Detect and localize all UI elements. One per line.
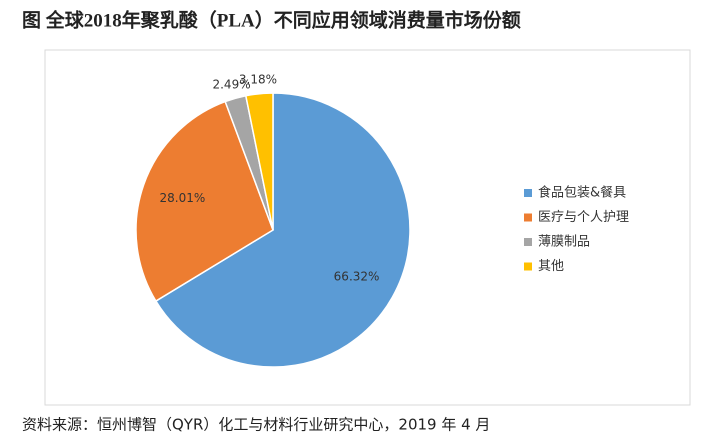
chart-frame: [44, 49, 691, 406]
data-label: 28.01%: [160, 191, 206, 205]
data-label: 3.18%: [239, 72, 277, 86]
legend-label: 薄膜制品: [538, 235, 590, 250]
legend-label: 其他: [538, 259, 564, 274]
legend-swatch: [524, 238, 532, 246]
legend-label: 医疗与个人护理: [538, 210, 629, 225]
legend-swatch: [524, 213, 532, 222]
source-note: 资料来源：恒州博智（QYR）化工与材料行业研究中心，2019 年 4 月: [22, 416, 490, 434]
pie-slice: [135, 100, 274, 303]
legend-swatch: [524, 262, 532, 271]
legend-label: 食品包装&餐具: [538, 185, 626, 201]
pie-slice: [154, 92, 411, 368]
pie-slice: [244, 92, 274, 231]
chart-title: 图 全球2018年聚乳酸（PLA）不同应用领域消费量市场份额: [22, 8, 521, 31]
data-label: 2.49%: [212, 77, 250, 91]
data-label: 66.32%: [334, 270, 380, 284]
legend-swatch: [524, 189, 532, 197]
